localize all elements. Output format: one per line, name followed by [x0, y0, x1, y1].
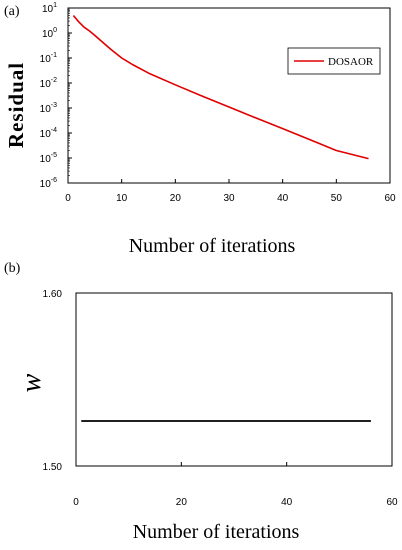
- panel-a-ylabel: Residual: [4, 62, 28, 148]
- legend-label: DOSAOR: [328, 56, 374, 68]
- x-tick-label: 0: [73, 497, 79, 508]
- y-tick-label: 100: [42, 27, 57, 40]
- panel-a-label: (a): [4, 4, 20, 19]
- x-tick-label: 60: [384, 193, 396, 204]
- panel-a-x-ticks: 0 10 20 30 40 50 60: [65, 179, 396, 204]
- panel-b-x-ticks: 0 20 40 60: [73, 462, 398, 508]
- panel-a-legend: DOSAOR: [287, 47, 381, 75]
- panel-a-y-ticks: 101 100 10-1 10-2 10-3 10-4 10-5 10-6: [40, 2, 72, 190]
- x-tick-label: 10: [116, 193, 128, 204]
- x-tick-label: 20: [170, 193, 182, 204]
- y-tick-label: 10-3: [40, 102, 57, 115]
- y-tick-label: 1.50: [43, 462, 63, 473]
- panel-b: (b) w Number of iterations 0 20 40 60 1.501…: [4, 261, 398, 543]
- panel-a-series-line: [72, 14, 369, 160]
- y-tick-label: 10-2: [40, 77, 57, 90]
- panel-a-plot-frame: [67, 7, 391, 184]
- panel-a-xlabel: Number of iterations: [129, 235, 296, 257]
- panel-b-ylabel: w: [16, 373, 47, 392]
- panel-b-xlabel: Number of iterations: [133, 521, 300, 543]
- x-tick-label: 0: [65, 193, 71, 204]
- x-tick-label: 40: [277, 193, 289, 204]
- y-tick-label: 10-1: [40, 52, 57, 65]
- y-tick-label: 10-6: [40, 177, 57, 190]
- y-tick-label: 1.60: [43, 289, 63, 300]
- panel-b-plot-frame: [75, 292, 393, 467]
- x-tick-label: 60: [386, 497, 398, 508]
- panel-b-label: (b): [4, 261, 21, 276]
- panel-b-y-ticks: 1.50 1.60: [43, 289, 80, 473]
- y-tick-label: 101: [42, 2, 57, 15]
- y-tick-label: 10-4: [40, 127, 57, 140]
- x-tick-label: 50: [331, 193, 343, 204]
- x-tick-label: 30: [223, 193, 235, 204]
- x-tick-label: 40: [281, 497, 293, 508]
- panel-a: (a) Residual Number of iterations 0 10 20 3…: [4, 2, 396, 257]
- y-tick-label: 10-5: [40, 152, 57, 165]
- x-tick-label: 20: [176, 497, 188, 508]
